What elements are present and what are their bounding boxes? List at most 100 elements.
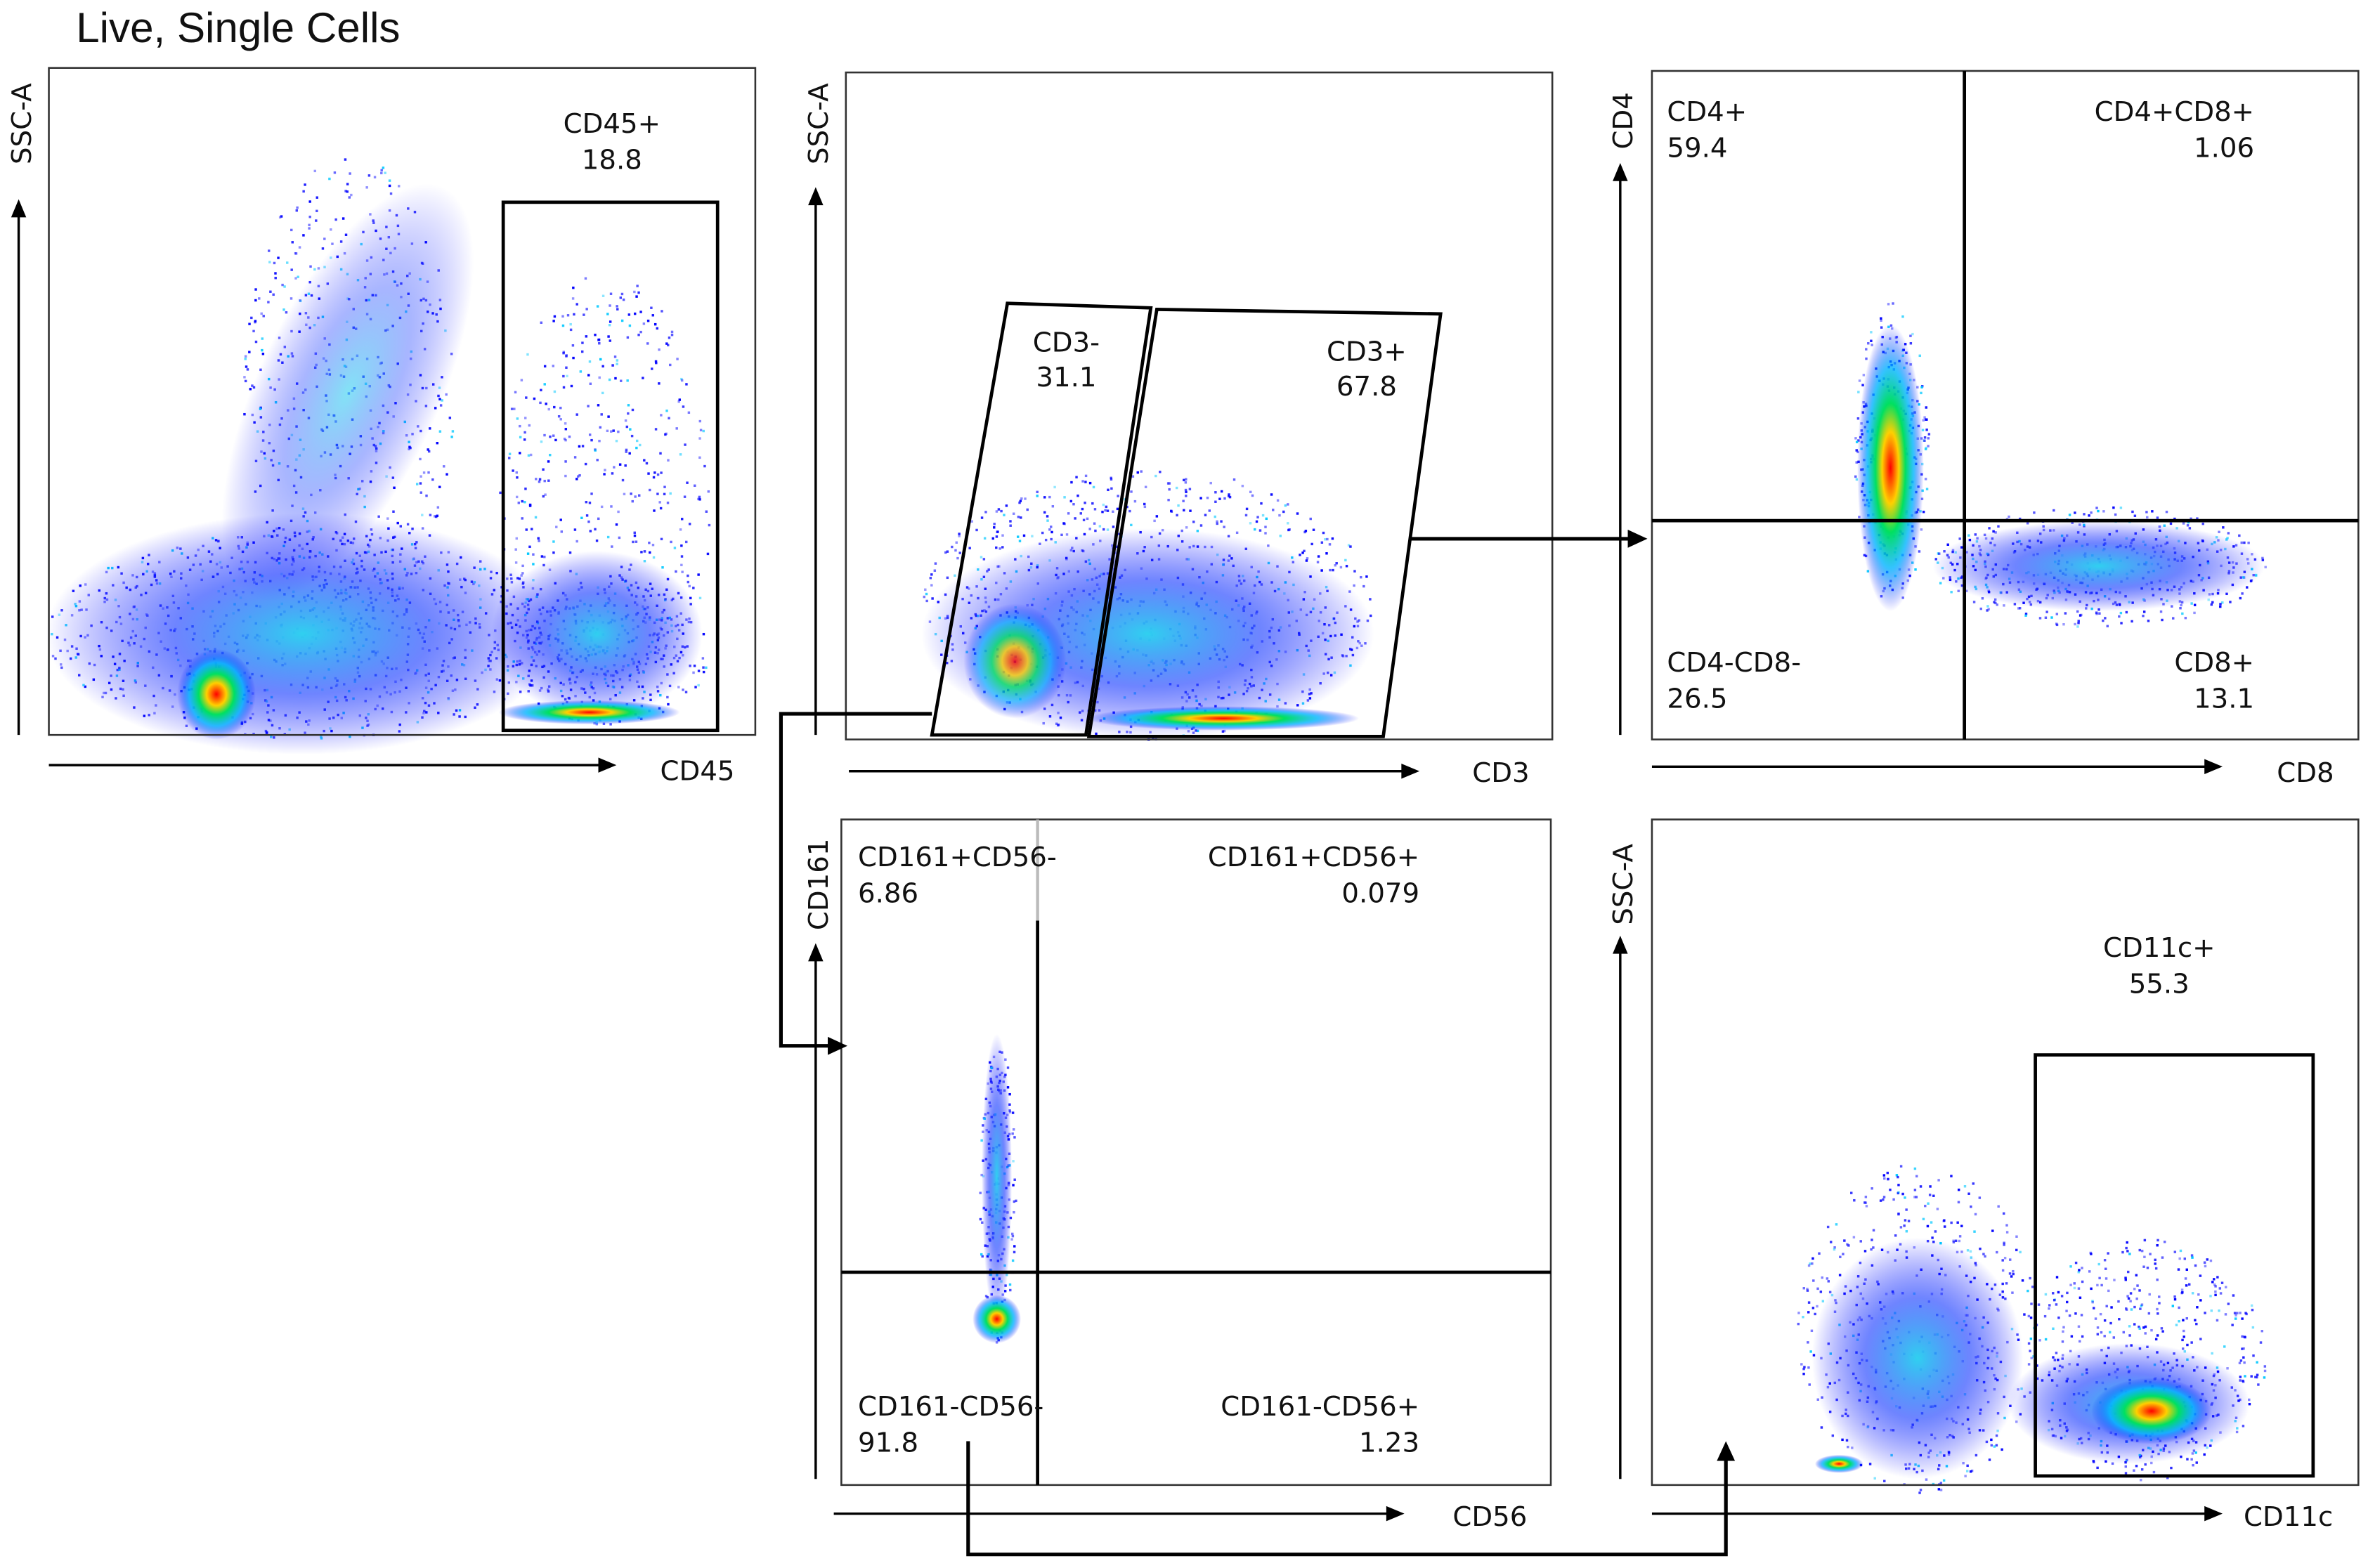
event-dot xyxy=(1026,508,1029,511)
event-dot xyxy=(277,256,280,259)
event-dot xyxy=(1013,1178,1016,1181)
event-dot xyxy=(980,1253,983,1256)
event-dot xyxy=(2154,1267,2158,1270)
event-dot xyxy=(1046,515,1049,518)
event-dot xyxy=(1922,1217,1925,1221)
event-dot xyxy=(609,339,611,342)
event-dot xyxy=(1264,532,1267,535)
event-dot xyxy=(1886,1171,1889,1175)
event-dot xyxy=(933,569,937,572)
event-dot xyxy=(1979,1247,1982,1250)
event-dot xyxy=(2131,510,2134,514)
event-dot xyxy=(1858,379,1861,382)
event-dot xyxy=(667,459,670,462)
event-dot xyxy=(1009,520,1012,523)
event-dot xyxy=(1857,391,1860,393)
event-dot xyxy=(1206,496,1209,499)
event-dot xyxy=(1102,528,1105,531)
event-dot xyxy=(286,261,289,264)
event-dot xyxy=(1287,522,1289,525)
event-dot xyxy=(1957,1201,1960,1203)
event-dot xyxy=(2044,616,2048,619)
event-dot xyxy=(1911,332,1914,336)
event-dot xyxy=(1903,1224,1906,1227)
event-dot xyxy=(1272,509,1275,511)
event-dot xyxy=(308,227,311,230)
event-dot xyxy=(1013,1210,1015,1214)
event-dot xyxy=(2147,620,2150,622)
event-dot xyxy=(2027,1289,2029,1293)
event-dot xyxy=(564,422,567,425)
event-dot xyxy=(701,657,705,660)
event-dot xyxy=(648,541,651,544)
event-dot xyxy=(1009,524,1012,527)
event-dot xyxy=(569,328,573,332)
event-dot xyxy=(1050,525,1053,528)
event-dot xyxy=(2186,1458,2189,1461)
event-dot xyxy=(576,475,580,478)
event-dot xyxy=(1063,496,1066,499)
event-dot xyxy=(2055,1276,2059,1279)
event-dot xyxy=(2233,1312,2237,1314)
event-dot xyxy=(656,492,659,495)
event-dot xyxy=(2102,510,2105,513)
event-dot xyxy=(596,459,599,462)
event-dot xyxy=(1925,488,1929,490)
event-dot xyxy=(2096,1326,2100,1329)
event-dot xyxy=(516,476,519,479)
event-dot xyxy=(1143,502,1146,506)
event-dot xyxy=(2031,1286,2034,1288)
event-dot xyxy=(254,288,257,291)
event-dot xyxy=(290,297,293,300)
event-dot xyxy=(670,333,674,337)
event-dot xyxy=(993,526,996,529)
event-dot xyxy=(1249,490,1252,494)
event-dot xyxy=(1140,470,1143,473)
event-dot xyxy=(2113,1279,2116,1281)
event-dot xyxy=(1958,1235,1962,1238)
event-dot xyxy=(2218,530,2220,533)
event-dot xyxy=(624,419,627,422)
event-dot xyxy=(1809,1262,1811,1265)
event-dot xyxy=(571,297,575,300)
event-dot xyxy=(1088,528,1091,530)
event-dot xyxy=(984,511,987,514)
event-dot xyxy=(2136,1284,2139,1287)
event-dot xyxy=(954,549,957,552)
event-dot xyxy=(2005,1224,2008,1227)
event-dot xyxy=(2231,1324,2234,1326)
event-dot xyxy=(1914,568,1917,571)
event-dot xyxy=(2182,1319,2185,1321)
event-dot xyxy=(946,576,949,580)
event-dot xyxy=(2192,1463,2194,1467)
event-dot xyxy=(561,315,564,318)
event-dot xyxy=(380,171,383,175)
event-dot xyxy=(2191,1292,2194,1295)
event-dot xyxy=(2161,618,2164,622)
event-dot xyxy=(1892,1198,1895,1201)
event-dot xyxy=(304,183,306,186)
event-dot xyxy=(698,596,702,600)
event-dot xyxy=(643,459,646,462)
event-dot xyxy=(1011,1111,1015,1114)
event-dot xyxy=(1345,565,1348,568)
event-dot xyxy=(2048,1304,2051,1307)
event-dot xyxy=(1814,1312,1816,1316)
event-dot xyxy=(639,443,642,447)
event-dot xyxy=(290,228,293,232)
event-dot xyxy=(1360,575,1362,579)
event-dot xyxy=(2066,1291,2069,1295)
event-dot xyxy=(2178,1306,2180,1309)
event-dot xyxy=(585,308,588,311)
event-dot xyxy=(2244,1375,2246,1378)
event-dot xyxy=(622,298,625,301)
event-dot xyxy=(1276,499,1280,502)
event-dot xyxy=(1167,498,1170,502)
event-dot xyxy=(2190,1458,2193,1461)
event-dot xyxy=(2184,616,2187,620)
event-dot xyxy=(693,665,696,667)
event-dot xyxy=(1843,1239,1846,1242)
event-dot xyxy=(595,539,599,542)
event-dot xyxy=(273,261,276,265)
event-dot xyxy=(1915,1175,1918,1178)
